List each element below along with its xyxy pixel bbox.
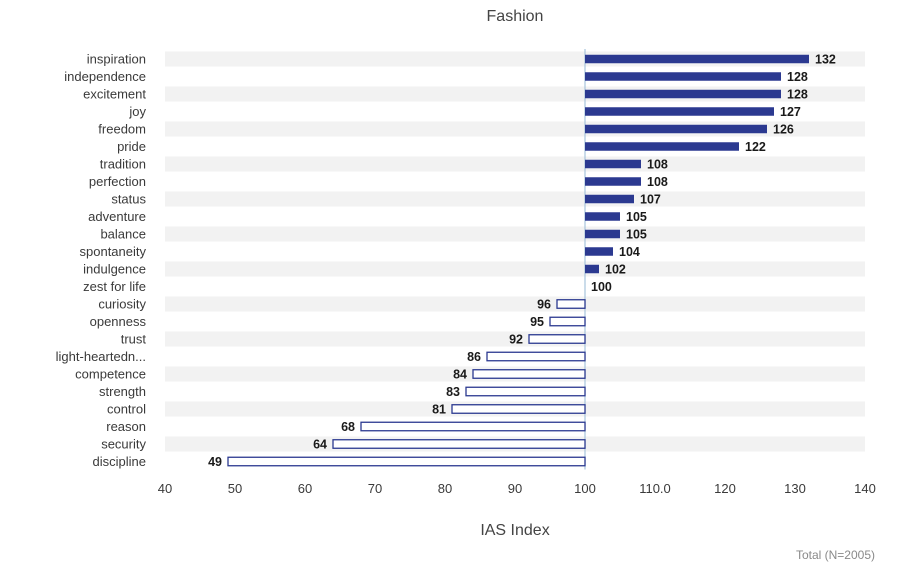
category-label: independence (64, 69, 146, 84)
category-label: balance (100, 227, 146, 242)
bar (451, 404, 586, 414)
x-axis-label: IAS Index (480, 522, 550, 539)
value-label: 105 (626, 210, 647, 224)
row-band (165, 156, 865, 172)
category-label: spontaneity (80, 244, 147, 259)
value-label: 96 (537, 298, 551, 312)
x-tick-label: 80 (438, 481, 452, 496)
value-label: 127 (780, 105, 801, 119)
bar (585, 54, 809, 64)
value-label: 68 (341, 420, 355, 434)
category-label: pride (117, 139, 146, 154)
x-tick-label: 100 (574, 481, 596, 496)
value-label: 104 (619, 245, 640, 259)
row-band (165, 191, 865, 207)
value-label: 122 (745, 140, 766, 154)
category-label: perfection (89, 174, 146, 189)
x-tick-label: 120 (714, 481, 736, 496)
value-label: 83 (446, 385, 460, 399)
bar (585, 194, 634, 204)
value-label: 100 (591, 280, 612, 294)
bar (227, 456, 586, 467)
value-label: 81 (432, 403, 446, 417)
bar (585, 107, 774, 116)
category-label: openness (90, 314, 147, 329)
bar (585, 247, 613, 256)
category-label: status (111, 192, 146, 207)
value-label: 108 (647, 158, 668, 172)
bar (472, 369, 586, 379)
value-label: 84 (453, 368, 467, 382)
footnote: Total (N=2005) (795, 548, 875, 562)
category-label: adventure (88, 209, 146, 224)
category-label: curiosity (98, 297, 146, 312)
value-label: 105 (626, 228, 647, 242)
category-label: security (101, 437, 146, 452)
bar (585, 89, 781, 99)
category-label: competence (75, 367, 146, 382)
category-label: trust (121, 332, 147, 347)
bar (486, 351, 586, 362)
category-label: zest for life (83, 279, 146, 294)
bar (585, 264, 599, 274)
row-band (165, 261, 865, 277)
value-label: 107 (640, 193, 661, 207)
bar (585, 229, 620, 239)
value-label: 108 (647, 175, 668, 189)
chart-title: Fashion (486, 8, 544, 25)
bar (549, 316, 586, 327)
bar (465, 386, 586, 397)
x-tick-label: 90 (508, 481, 522, 496)
bar (332, 439, 586, 449)
category-label: excitement (83, 87, 146, 102)
x-tick-label: 50 (228, 481, 242, 496)
bar (585, 212, 620, 221)
bar (528, 334, 586, 344)
category-label: control (107, 402, 146, 417)
value-label: 86 (467, 350, 481, 364)
value-label: 49 (208, 455, 222, 469)
category-label: joy (128, 104, 146, 119)
value-label: 132 (815, 53, 836, 67)
value-label: 128 (787, 70, 808, 84)
bar (360, 421, 586, 432)
bar (585, 142, 739, 151)
x-tick-label: 60 (298, 481, 312, 496)
x-tick-label: 40 (158, 481, 172, 496)
x-tick-label: 70 (368, 481, 382, 496)
category-label: reason (106, 419, 146, 434)
x-tick-label: 140 (854, 481, 876, 496)
row-band (165, 331, 865, 347)
value-label: 126 (773, 123, 794, 137)
category-label: inspiration (87, 52, 146, 67)
category-label: freedom (98, 122, 146, 137)
bar (585, 177, 641, 186)
bar (585, 124, 767, 134)
bar (585, 72, 781, 81)
row-band (165, 226, 865, 242)
category-label: light-heartedn... (56, 349, 146, 364)
row-band (165, 296, 865, 312)
value-label: 128 (787, 88, 808, 102)
category-label: discipline (93, 454, 146, 469)
x-tick-label: 130 (784, 481, 806, 496)
value-label: 64 (313, 438, 327, 452)
value-label: 95 (530, 315, 544, 329)
x-tick-label: 110.0 (639, 481, 671, 496)
value-label: 102 (605, 263, 626, 277)
category-label: indulgence (83, 262, 146, 277)
value-label: 92 (509, 333, 523, 347)
bar (556, 299, 586, 309)
bar (585, 159, 641, 169)
category-label: tradition (100, 157, 146, 172)
category-label: strength (99, 384, 146, 399)
